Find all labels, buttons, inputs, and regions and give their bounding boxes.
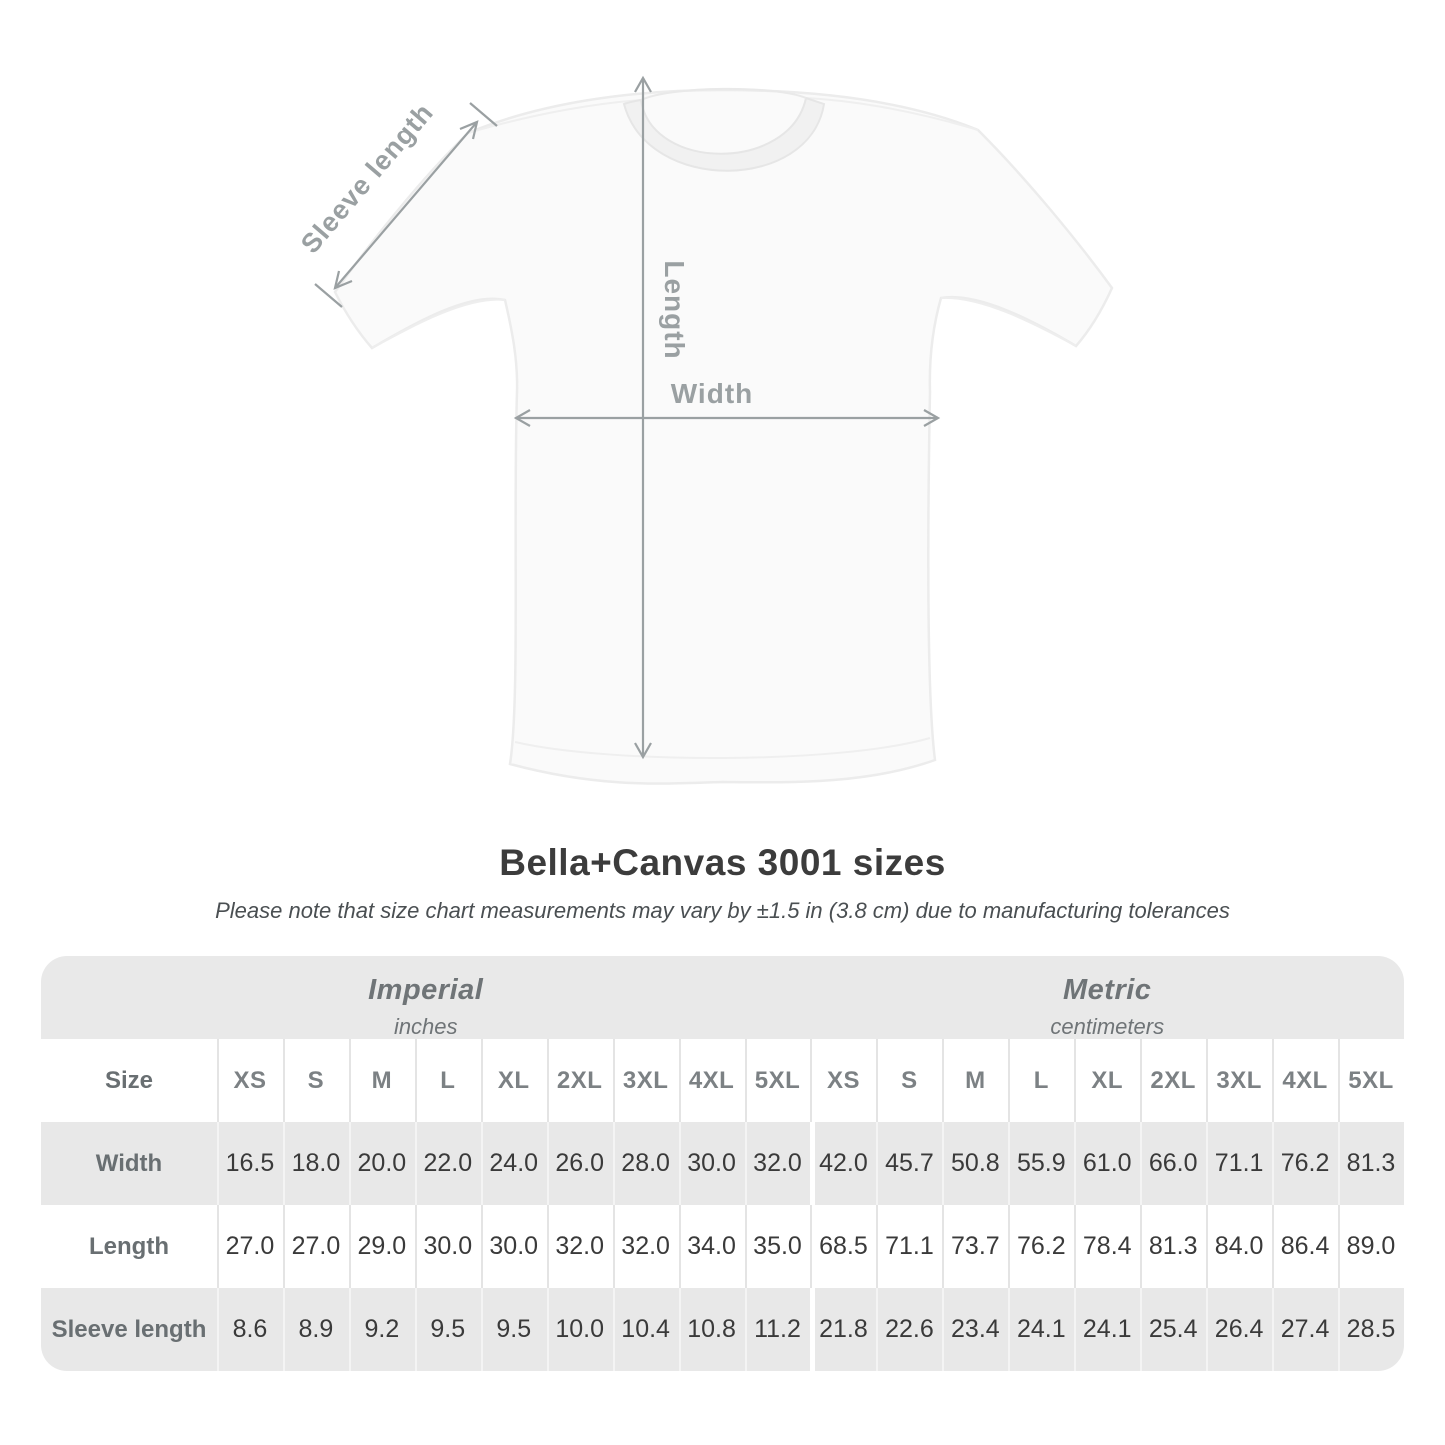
table-cell: 89.0 xyxy=(1338,1205,1404,1288)
table-cell: 23.4 xyxy=(942,1288,1009,1371)
table-cell: 32.0 xyxy=(612,1205,679,1288)
table-cell: 68.5 xyxy=(810,1205,877,1288)
size-note: Please note that size chart measurements… xyxy=(215,898,1230,923)
tshirt-graphic: Length Width Sleeve length xyxy=(295,75,1114,785)
table-cell: 24.1 xyxy=(1074,1288,1141,1371)
table-cell: 9.5 xyxy=(414,1288,481,1371)
length-label: Length xyxy=(659,260,690,359)
table-cell: 27.0 xyxy=(217,1205,283,1288)
size-col-header: 2XL xyxy=(1140,1039,1207,1122)
table-cell: 61.0 xyxy=(1074,1122,1141,1205)
table-cell: 24.1 xyxy=(1008,1288,1075,1371)
width-arrow xyxy=(513,409,941,427)
size-col-header: 2XL xyxy=(546,1039,613,1122)
size-col-header: 5XL xyxy=(1338,1039,1404,1122)
size-col-header: XL xyxy=(1074,1039,1141,1122)
table-cell: 30.0 xyxy=(414,1205,481,1288)
imperial-label: Imperial xyxy=(368,974,484,1006)
table-cell: 76.2 xyxy=(1008,1205,1075,1288)
size-col-header: XS xyxy=(217,1039,283,1122)
table-cell: 10.8 xyxy=(678,1288,745,1371)
table-cell: 26.0 xyxy=(546,1122,613,1205)
row-label: Length xyxy=(41,1205,217,1288)
imperial-unit: inches xyxy=(393,1014,458,1039)
table-cell: 45.7 xyxy=(876,1122,943,1205)
table-cell: 26.4 xyxy=(1206,1288,1273,1371)
table-cell: 10.0 xyxy=(546,1288,613,1371)
table-cell: 25.4 xyxy=(1140,1288,1207,1371)
table-cell: 11.2 xyxy=(744,1288,811,1371)
table-cell: 81.3 xyxy=(1140,1205,1207,1288)
size-diagram: Length Width Sleeve length xyxy=(295,75,1114,785)
table-cell: 71.1 xyxy=(1206,1122,1273,1205)
table-cell: 22.6 xyxy=(876,1288,943,1371)
table-cell: 24.0 xyxy=(480,1122,547,1205)
table-cell: 81.3 xyxy=(1338,1122,1404,1205)
size-col-header: M xyxy=(348,1039,415,1122)
table-cell: 9.5 xyxy=(480,1288,547,1371)
size-col-header: 5XL xyxy=(744,1039,811,1122)
table-cell: 35.0 xyxy=(744,1205,811,1288)
size-col-header: XL xyxy=(480,1039,547,1122)
table-cell: 66.0 xyxy=(1140,1122,1207,1205)
table-cell: 28.0 xyxy=(612,1122,679,1205)
width-label: Width xyxy=(671,378,754,409)
row-label: Width xyxy=(41,1122,217,1205)
table-cell: 30.0 xyxy=(480,1205,547,1288)
size-col-header: XS xyxy=(810,1039,877,1122)
page-title: Bella+Canvas 3001 sizes xyxy=(499,842,946,883)
table-cell: 16.5 xyxy=(217,1122,283,1205)
table-cell: 20.0 xyxy=(348,1122,415,1205)
table-cell: 8.6 xyxy=(217,1288,283,1371)
row-label: Sleeve length xyxy=(41,1288,217,1371)
tshirt-silhouette xyxy=(333,87,1114,785)
size-col-header: S xyxy=(876,1039,943,1122)
size-col-header: L xyxy=(1008,1039,1075,1122)
table-cell: 55.9 xyxy=(1008,1122,1075,1205)
table-cell: 10.4 xyxy=(612,1288,679,1371)
table-cell: 42.0 xyxy=(810,1122,877,1205)
table-cell: 34.0 xyxy=(678,1205,745,1288)
table-cell: 84.0 xyxy=(1206,1205,1273,1288)
table-cell: 22.0 xyxy=(414,1122,481,1205)
table-cell: 32.0 xyxy=(546,1205,613,1288)
table-cell: 32.0 xyxy=(744,1122,811,1205)
size-col-header: M xyxy=(942,1039,1009,1122)
table-cell: 27.4 xyxy=(1272,1288,1339,1371)
size-col-header: 4XL xyxy=(678,1039,745,1122)
sleeve-arrow xyxy=(314,102,498,308)
metric-label: Metric xyxy=(1063,974,1152,1006)
table-cell: 71.1 xyxy=(876,1205,943,1288)
table-cell: 29.0 xyxy=(348,1205,415,1288)
table-cell: 28.5 xyxy=(1338,1288,1404,1371)
table-cell: 76.2 xyxy=(1272,1122,1339,1205)
size-col-header: L xyxy=(414,1039,481,1122)
table-cell: 30.0 xyxy=(678,1122,745,1205)
table-cell: 86.4 xyxy=(1272,1205,1339,1288)
metric-unit: centimeters xyxy=(1050,1014,1165,1039)
table-cell: 8.9 xyxy=(282,1288,349,1371)
size-col-header: 3XL xyxy=(1206,1039,1273,1122)
table-cell: 18.0 xyxy=(282,1122,349,1205)
table-cell: 9.2 xyxy=(348,1288,415,1371)
size-col-header: 3XL xyxy=(612,1039,679,1122)
table-cell: 73.7 xyxy=(942,1205,1009,1288)
size-column-header: Size xyxy=(41,1039,217,1122)
size-chart-table: Imperial inches Metric centimeters Size X… xyxy=(41,956,1404,1371)
size-col-header: 4XL xyxy=(1272,1039,1339,1122)
table-cell: 27.0 xyxy=(282,1205,349,1288)
table-cell: 78.4 xyxy=(1074,1205,1141,1288)
size-col-header: S xyxy=(282,1039,349,1122)
table-cell: 21.8 xyxy=(810,1288,877,1371)
table-cell: 50.8 xyxy=(942,1122,1009,1205)
